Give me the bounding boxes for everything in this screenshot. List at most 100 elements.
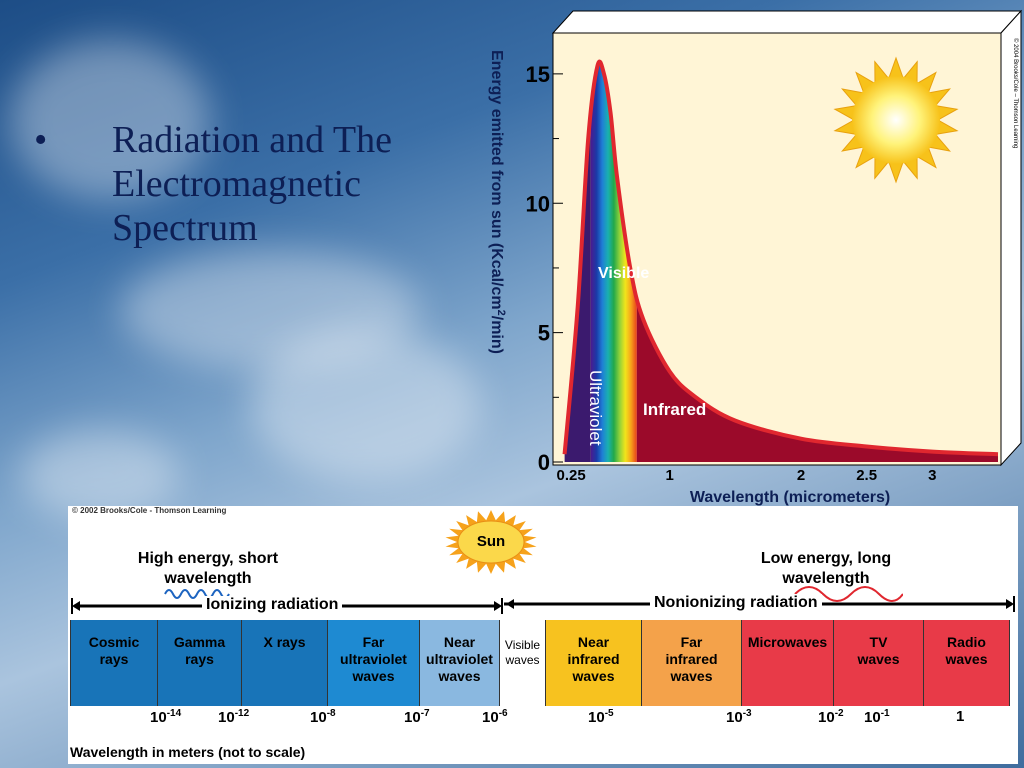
y-tick-label: 5 <box>538 321 550 346</box>
band-label-line: infrared <box>665 651 718 667</box>
tick-exponent: -12 <box>234 708 250 719</box>
long-wave-icon <box>794 586 903 602</box>
high-energy-note: High energy, short wavelength <box>137 550 279 587</box>
region-label-infrared: Infrared <box>643 400 706 419</box>
spectrum-band: Gamma rays <box>158 620 242 706</box>
slide-title-line: Spectrum <box>112 207 258 249</box>
region-label-visible: Visible <box>598 265 649 282</box>
slide-title-line: Radiation and The <box>112 119 393 161</box>
ionizing-label: Ionizing radiation <box>202 596 343 614</box>
band-label-line: Far <box>680 634 703 650</box>
tick-exponent: -2 <box>834 708 844 719</box>
tick-base: 10 <box>864 709 881 726</box>
y-tick-label: 10 <box>526 191 550 216</box>
chart-copyright: © 2004 Brooks/Cole – Thomson Learning <box>1012 38 1019 148</box>
sun-icon <box>833 56 959 184</box>
band-label-line: waves <box>438 668 481 684</box>
band-label-line: waves <box>945 651 988 667</box>
tick-base: 10 <box>588 709 605 726</box>
wavelength-tick-label: 10-1 <box>864 708 890 726</box>
tick-exponent: -6 <box>498 708 508 719</box>
low-energy-note: Low energy, long wavelength <box>760 550 892 587</box>
wavelength-tick-label: 1 <box>956 708 964 725</box>
band-label-line: X rays <box>263 634 306 650</box>
band-label-line: waves <box>857 651 900 667</box>
tick-base: 10 <box>218 709 235 726</box>
background-cloud <box>10 40 210 200</box>
tick-base: 10 <box>818 709 835 726</box>
x-tick-label: 0.25 <box>557 467 586 484</box>
band-label-line: Cosmic <box>88 634 140 650</box>
tick-exponent: -8 <box>326 708 336 719</box>
region-label-ultraviolet: Ultraviolet <box>586 370 605 446</box>
x-tick-label: 3 <box>928 467 936 484</box>
slide-title-line: Electromagnetic <box>112 163 361 205</box>
tick-exponent: -1 <box>880 708 890 719</box>
wavelength-tick-label: 10-7 <box>404 708 430 726</box>
sun-badge-disc <box>457 520 525 564</box>
sun-badge-icon <box>445 510 537 574</box>
solar-emission-chart: 0.25 1 2 2.5 3 0 5 10 15 Ultraviolet Visible In… <box>488 9 1023 506</box>
wavelength-tick-label: 10-3 <box>726 708 752 726</box>
spectrum-band: X rays <box>242 620 328 706</box>
tick-exponent: -14 <box>166 708 182 719</box>
band-label-line: waves <box>572 668 615 684</box>
slide-title: Radiation and The Electromagnetic Spectr… <box>112 118 472 250</box>
spectrum-band: Radio waves <box>924 620 1010 706</box>
wavelength-tick-label: 10-14 <box>150 708 181 726</box>
tick-exponent: -3 <box>742 708 752 719</box>
band-label-line: Far <box>362 634 385 650</box>
tick-base: 10 <box>150 709 167 726</box>
spectrum-copyright: © 2002 Brooks/Cole - Thomson Learning <box>72 506 227 515</box>
tick-base: 10 <box>310 709 327 726</box>
bullet-marker: • <box>34 119 48 161</box>
spectrum-band: TV waves <box>834 620 924 706</box>
background-cloud <box>250 330 480 480</box>
band-label-line: TV <box>869 634 888 650</box>
band-label-line: infrared <box>567 651 620 667</box>
spectrum-band: Near infrared waves <box>546 620 642 706</box>
band-label-line: Visible <box>504 638 541 652</box>
spectrum-band: Near ultraviolet waves <box>420 620 500 706</box>
band-label-line: ultraviolet <box>340 651 407 667</box>
band-label-line: Microwaves <box>747 634 828 650</box>
tick-exponent: -5 <box>604 708 614 719</box>
spectrum-band: Cosmic rays <box>70 620 158 706</box>
band-label-line: rays <box>185 651 214 667</box>
background-cloud <box>20 430 180 520</box>
band-label-line: Radio <box>947 634 986 650</box>
tick-base: 10 <box>726 709 743 726</box>
x-axis-title: Wavelength (micrometers) <box>690 489 890 506</box>
band-label-line: waves <box>352 668 395 684</box>
tick-base: 10 <box>482 709 499 726</box>
spectrum-band: Visible waves <box>500 620 546 706</box>
tick-base: 10 <box>404 709 421 726</box>
short-wave-icon <box>164 589 230 599</box>
band-label-line: waves <box>505 653 540 667</box>
tick-exponent: -7 <box>420 708 430 719</box>
sun-disc <box>852 76 940 164</box>
emission-curve <box>562 59 999 457</box>
background-cloud <box>120 250 420 370</box>
tick-base: 1 <box>956 708 965 725</box>
nonionizing-label: Nonionizing radiation <box>650 594 822 612</box>
sun-badge-label: Sun <box>476 533 506 550</box>
band-label-line: waves <box>670 668 713 684</box>
band-label-line: ultraviolet <box>426 651 493 667</box>
x-tick-label: 1 <box>665 467 673 484</box>
y-tick-label: 15 <box>526 62 550 87</box>
spectrum-band: Far infrared waves <box>642 620 742 706</box>
x-tick-label: 2 <box>797 467 805 484</box>
em-spectrum-panel: © 2002 Brooks/Cole - Thomson Learning Su… <box>68 506 1018 764</box>
y-tick-label: 0 <box>538 450 550 475</box>
band-label-line: Gamma <box>173 634 226 650</box>
wavelength-tick-label: 10-6 <box>482 708 508 726</box>
band-label-line: rays <box>99 651 129 667</box>
spectrum-band: Far ultraviolet waves <box>328 620 420 706</box>
wavelength-tick-label: 10-8 <box>310 708 336 726</box>
band-label-line: Near <box>443 634 476 650</box>
wavelength-tick-label: 10-12 <box>218 708 249 726</box>
spectrum-band: Microwaves <box>742 620 834 706</box>
x-tick-label: 2.5 <box>856 467 877 484</box>
y-axis-title: Energy emitted from sun (Kcal/cm2/min) <box>488 50 507 354</box>
